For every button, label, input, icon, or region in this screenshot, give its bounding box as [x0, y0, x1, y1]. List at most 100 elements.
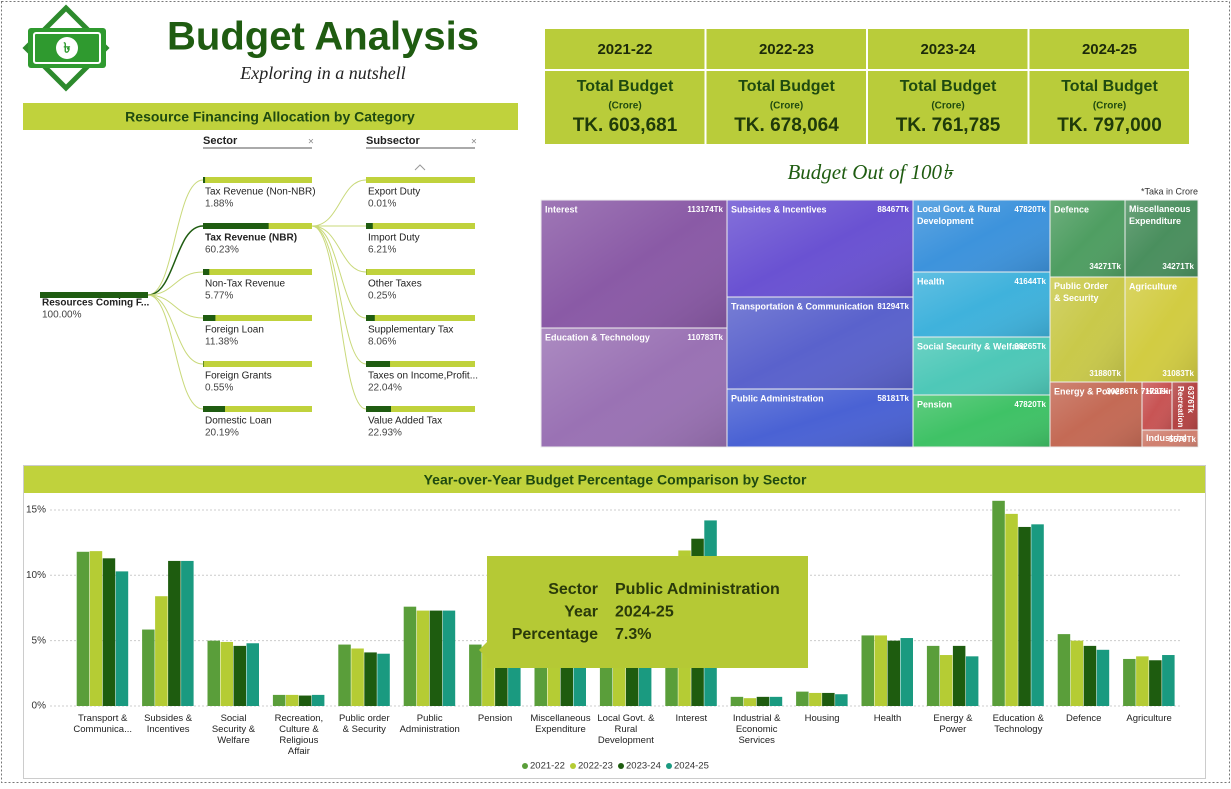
- tile-value: 47820Tk: [1014, 400, 1046, 409]
- tile-value: 7173Tk: [1141, 387, 1169, 396]
- tile-value: 34271Tk: [1162, 262, 1194, 271]
- bar: [234, 646, 247, 706]
- y-tick-label: 5%: [32, 635, 47, 646]
- tile-label: Pension: [917, 399, 952, 409]
- node-bar: [203, 361, 204, 367]
- section-title: Resource Financing Allocation by Categor…: [125, 109, 415, 125]
- tree-link: [312, 226, 366, 272]
- node-label: Taxes on Income,Profit...: [368, 371, 478, 382]
- tile-value: 30286Tk: [1106, 387, 1138, 396]
- node-track: [366, 315, 475, 321]
- bar: [168, 561, 181, 706]
- node-label: Export Duty: [368, 187, 420, 198]
- kpi-year: 2022-23: [759, 41, 814, 58]
- node-track: [203, 361, 312, 367]
- tile-value: 31083Tk: [1162, 369, 1194, 378]
- node-bar: [203, 223, 269, 229]
- legend-label: 2023-24: [626, 761, 661, 772]
- tree-link: [148, 295, 203, 318]
- treemap-title: Budget Out of 100৳: [787, 160, 954, 184]
- kpi-label: Total Budget: [577, 78, 674, 95]
- column-close: ×: [471, 137, 477, 148]
- node-value: 100.00%: [42, 310, 82, 321]
- bar: [1071, 641, 1084, 706]
- node-value: 0.55%: [205, 383, 233, 394]
- tree-link: [312, 226, 366, 364]
- x-tick-label: Energy &Power: [933, 713, 973, 735]
- tree-link: [148, 272, 203, 295]
- legend-label: 2022-23: [578, 761, 613, 772]
- tile-value: 113174Tk: [687, 205, 723, 214]
- y-tick-label: 15%: [26, 505, 46, 516]
- tooltip-key: Sector: [548, 581, 598, 598]
- tree-link: [312, 226, 366, 409]
- node-track: [203, 315, 312, 321]
- node-value: 20.19%: [205, 428, 239, 439]
- legend-swatch: [570, 763, 576, 769]
- bar: [208, 641, 221, 706]
- tree-link: [148, 295, 203, 409]
- kpi-unit: (Crore): [770, 101, 803, 112]
- bar: [443, 611, 456, 706]
- bar: [90, 551, 103, 706]
- node-label: Supplementary Tax: [368, 325, 453, 336]
- tooltip-value: 2024-25: [615, 604, 674, 621]
- bar: [1162, 655, 1175, 706]
- tile-label: Health: [917, 276, 945, 286]
- node-value: 1.88%: [205, 199, 233, 210]
- tile-label: Agriculture: [1129, 281, 1177, 291]
- y-tick-label: 0%: [32, 701, 47, 712]
- node-label: Foreign Grants: [205, 371, 272, 382]
- node-bar: [203, 269, 209, 275]
- tile-label: Social Security & Welfare: [917, 341, 1025, 351]
- legend-label: 2021-22: [530, 761, 565, 772]
- node-value: 11.38%: [205, 337, 238, 348]
- kpi-year: 2021-22: [597, 41, 652, 58]
- node-track: [366, 223, 475, 229]
- x-tick-label: Health: [874, 713, 901, 724]
- tree-link: [312, 226, 366, 318]
- bar: [953, 646, 966, 706]
- bar: [1018, 527, 1031, 706]
- tile-sheen: [727, 200, 913, 297]
- bar: [744, 698, 757, 706]
- bar: [901, 638, 914, 706]
- tree-link: [148, 180, 203, 295]
- bar: [155, 596, 168, 706]
- tile-value: 110783Tk: [687, 333, 723, 342]
- x-tick-label: Defence: [1066, 713, 1101, 724]
- bar: [731, 697, 744, 706]
- node-label: Domestic Loan: [205, 416, 272, 427]
- tooltip-key: Percentage: [512, 626, 598, 643]
- node-value: 6.21%: [368, 245, 396, 256]
- tooltip-value: Public Administration: [615, 581, 780, 598]
- bar: [404, 607, 417, 706]
- bar: [1058, 634, 1071, 706]
- kpi-label: Total Budget: [738, 78, 835, 95]
- page-subtitle: Exploring in a nutshell: [239, 63, 406, 83]
- kpi-value: TK. 761,785: [896, 115, 1001, 136]
- tile-label: Defence: [1054, 204, 1089, 214]
- scroll-caret: [415, 165, 425, 170]
- x-tick-label: Education &Technology: [993, 713, 1045, 735]
- node-label: Import Duty: [368, 233, 420, 244]
- bar: [286, 695, 299, 706]
- bar: [1005, 514, 1018, 706]
- bar: [364, 652, 377, 706]
- tile-label: Subsides & Incentives: [731, 204, 827, 214]
- node-label: Tax Revenue (NBR): [205, 233, 297, 244]
- node-value: 60.23%: [205, 245, 239, 256]
- node-label: Other Taxes: [368, 279, 422, 290]
- x-tick-label: Housing: [805, 713, 840, 724]
- bar: [822, 693, 835, 706]
- node-track: [203, 269, 312, 275]
- bar: [1149, 660, 1162, 706]
- column-header: Subsector: [366, 135, 421, 147]
- bar: [940, 655, 953, 706]
- node-value: 8.06%: [368, 337, 396, 348]
- bar: [809, 693, 822, 706]
- bar: [966, 656, 979, 706]
